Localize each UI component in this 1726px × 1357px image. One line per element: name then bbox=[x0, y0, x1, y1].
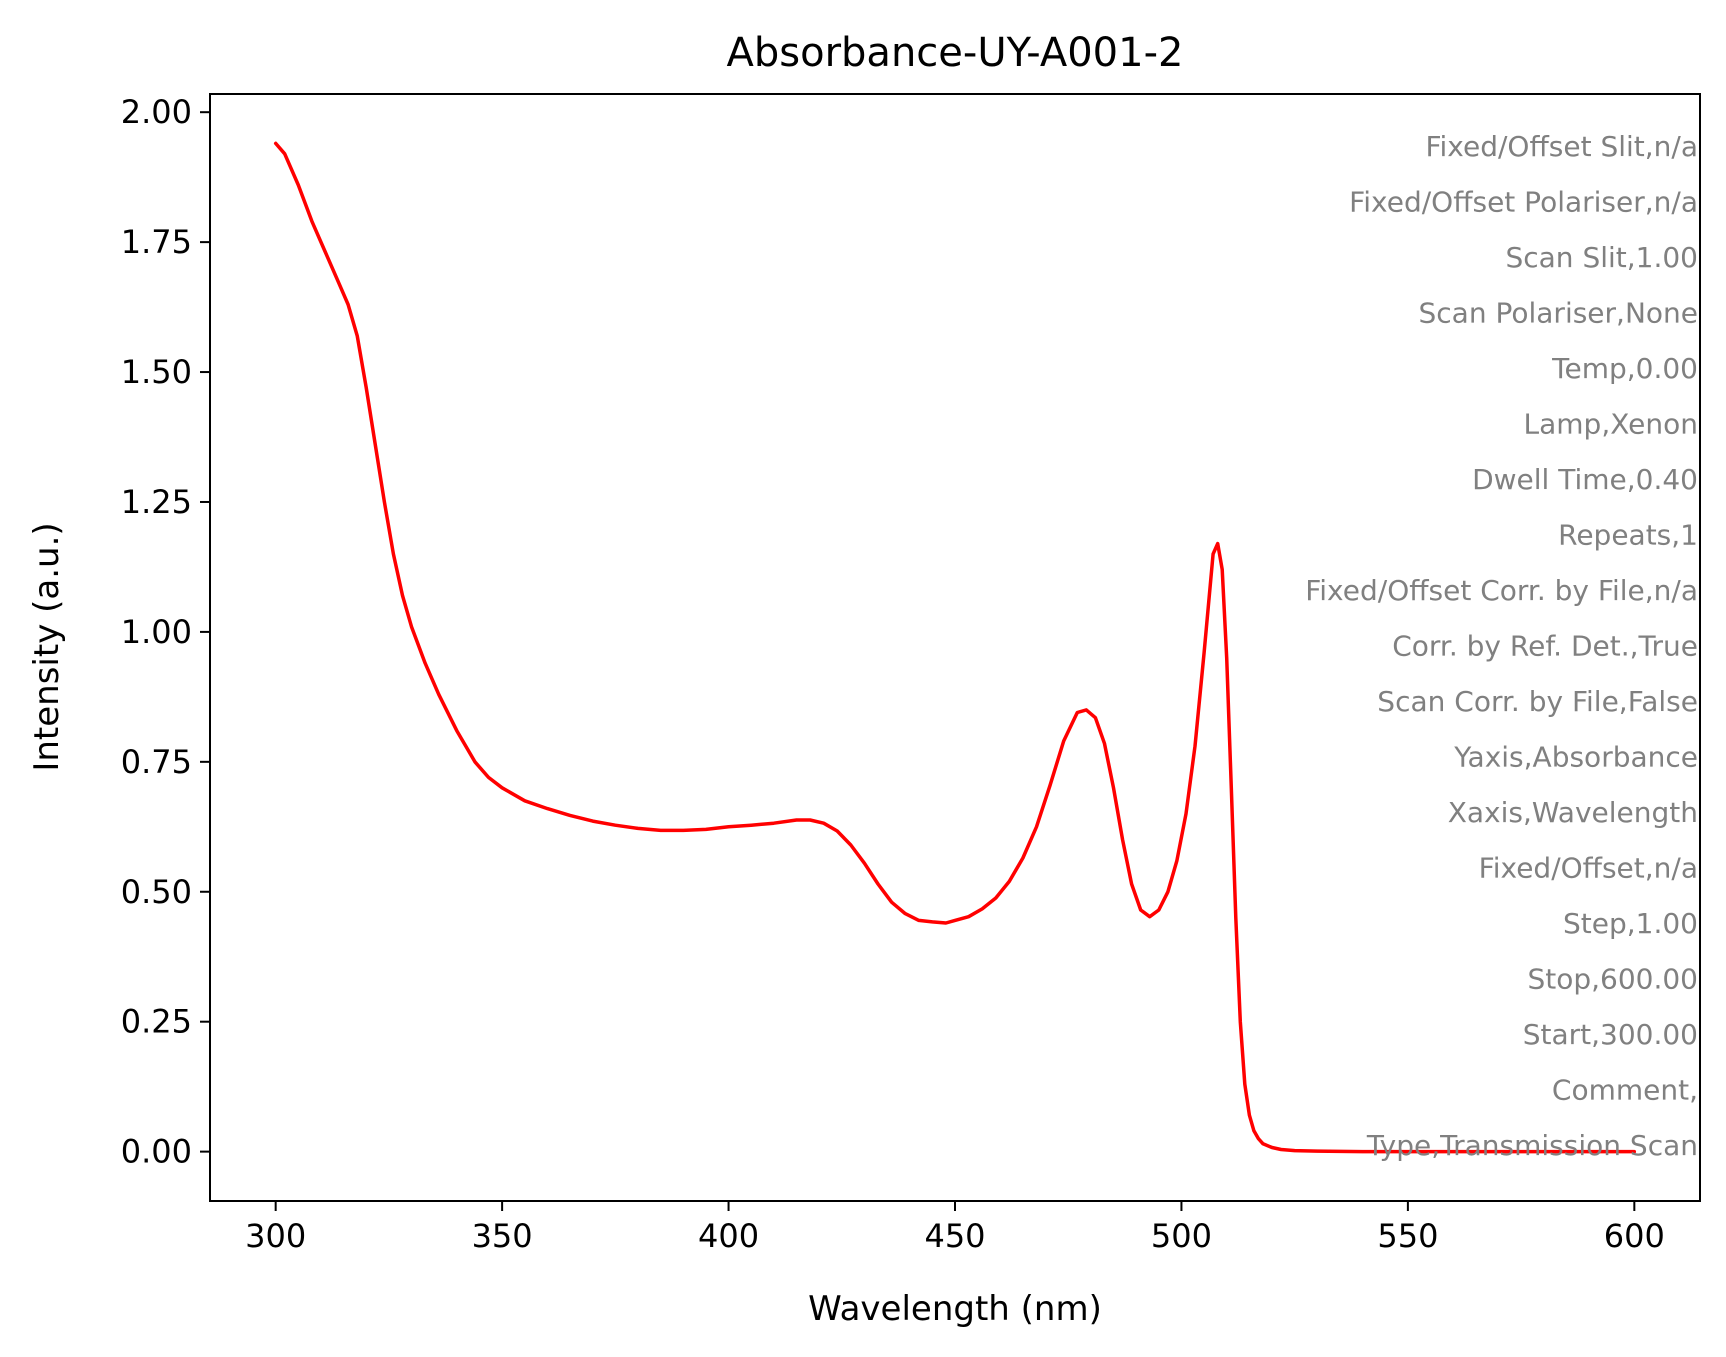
annotation-line: Scan Slit,1.00 bbox=[1505, 241, 1698, 274]
y-tick-label: 1.00 bbox=[121, 613, 192, 651]
x-tick-label: 600 bbox=[1604, 1217, 1665, 1255]
chart-title: Absorbance-UY-A001-2 bbox=[727, 30, 1184, 76]
series-line-0 bbox=[273, 141, 1637, 1154]
x-axis-ticks: 300 350 400 450 500 550 600 bbox=[245, 1201, 1665, 1255]
annotation-line: Fixed/Offset,n/a bbox=[1479, 852, 1698, 885]
x-tick-label: 450 bbox=[924, 1217, 985, 1255]
annotation-line: Fixed/Offset Corr. by File,n/a bbox=[1305, 574, 1698, 607]
y-tick-label: 0.75 bbox=[121, 743, 192, 781]
y-tick-label: 0.25 bbox=[121, 1003, 192, 1041]
annotation-line: Corr. by Ref. Det.,True bbox=[1392, 630, 1698, 663]
annotation-line: Type,Transmission Scan bbox=[1366, 1129, 1698, 1162]
annotation-line: Repeats,1 bbox=[1558, 519, 1698, 552]
x-axis-label: Wavelength (nm) bbox=[808, 1289, 1102, 1329]
x-tick-label: 350 bbox=[472, 1217, 533, 1255]
annotation-block: Fixed/Offset Slit,n/a Fixed/Offset Polari… bbox=[1305, 130, 1698, 1162]
annotation-line: Xaxis,Wavelength bbox=[1448, 796, 1698, 829]
y-axis-ticks: 0.00 0.25 0.50 0.75 1.00 1.25 1.50 1.75 2.00 bbox=[121, 93, 210, 1171]
y-tick-label: 1.25 bbox=[121, 483, 192, 521]
annotation-line: Scan Polariser,None bbox=[1419, 297, 1699, 330]
y-tick-label: 2.00 bbox=[121, 93, 192, 131]
annotation-line: Fixed/Offset Polariser,n/a bbox=[1349, 186, 1698, 219]
annotation-line: Step,1.00 bbox=[1563, 907, 1698, 940]
x-tick-label: 300 bbox=[245, 1217, 306, 1255]
y-tick-label: 0.00 bbox=[121, 1133, 192, 1171]
y-tick-label: 1.50 bbox=[121, 353, 192, 391]
annotation-line: Comment, bbox=[1552, 1074, 1698, 1107]
annotation-line: Dwell Time,0.40 bbox=[1472, 463, 1698, 496]
y-tick-label: 0.50 bbox=[121, 873, 192, 911]
annotation-line: Temp,0.00 bbox=[1551, 352, 1698, 385]
annotation-line: Stop,600.00 bbox=[1527, 963, 1698, 996]
annotation-line: Scan Corr. by File,False bbox=[1377, 685, 1698, 718]
x-tick-label: 550 bbox=[1377, 1217, 1438, 1255]
x-tick-label: 500 bbox=[1151, 1217, 1212, 1255]
annotation-line: Fixed/Offset Slit,n/a bbox=[1425, 130, 1698, 163]
annotation-line: Start,300.00 bbox=[1523, 1018, 1698, 1051]
annotation-line: Lamp,Xenon bbox=[1524, 408, 1698, 441]
y-axis-label: Intensity (a.u.) bbox=[27, 522, 67, 771]
x-tick-label: 400 bbox=[698, 1217, 759, 1255]
y-tick-label: 1.75 bbox=[121, 223, 192, 261]
annotation-line: Yaxis,Absorbance bbox=[1453, 741, 1698, 774]
plot-area bbox=[273, 141, 1637, 1154]
